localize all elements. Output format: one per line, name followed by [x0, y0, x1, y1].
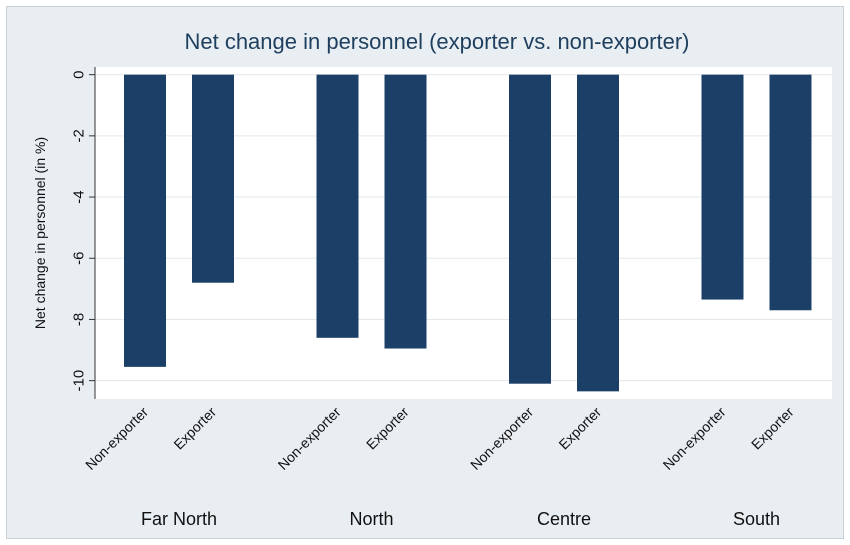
group-label: Far North — [141, 509, 217, 529]
x-category-label: Non-exporter — [467, 404, 536, 473]
x-category-label: Exporter — [748, 404, 797, 453]
bar-south-exporter — [769, 74, 812, 311]
bar-chart: Net change in personnel (exporter vs. no… — [32, 29, 832, 529]
bar-north-non-exporter — [316, 74, 359, 338]
group-label: South — [733, 509, 780, 529]
x-axis-labels: Non-exporter Exporter Non-exporter Exporter… — [82, 404, 797, 473]
y-tick-label: 0 — [71, 70, 88, 78]
bar-centre-non-exporter — [509, 74, 551, 384]
x-category-label: Non-exporter — [275, 404, 344, 473]
group-label: Centre — [537, 509, 591, 529]
y-tick-label: -10 — [71, 370, 88, 392]
x-category-label: Exporter — [555, 404, 604, 453]
group-label: North — [349, 509, 393, 529]
x-category-label: Non-exporter — [82, 404, 151, 473]
y-tick-label: -8 — [71, 313, 88, 326]
y-tick-label: -6 — [71, 252, 88, 265]
bar-north-exporter — [384, 74, 427, 349]
x-category-label: Exporter — [170, 404, 219, 453]
y-axis-label: Net change in personnel (in %) — [32, 137, 48, 329]
bar-far-north-exporter — [192, 74, 234, 283]
y-axis-ticks: 0 -2 -4 -6 -8 -10 — [71, 70, 95, 392]
y-tick-label: -4 — [71, 190, 88, 203]
bar-far-north-non-exporter — [124, 74, 166, 367]
x-category-label: Exporter — [363, 404, 412, 453]
x-category-label: Non-exporter — [660, 404, 729, 473]
chart-frame: Net change in personnel (exporter vs. no… — [6, 6, 844, 539]
group-labels: Far North North Centre South — [141, 509, 780, 529]
bar-centre-exporter — [577, 74, 619, 392]
bars — [124, 74, 812, 392]
y-tick-label: -2 — [71, 129, 88, 142]
chart-title: Net change in personnel (exporter vs. no… — [184, 29, 689, 54]
bar-south-non-exporter — [701, 74, 744, 300]
